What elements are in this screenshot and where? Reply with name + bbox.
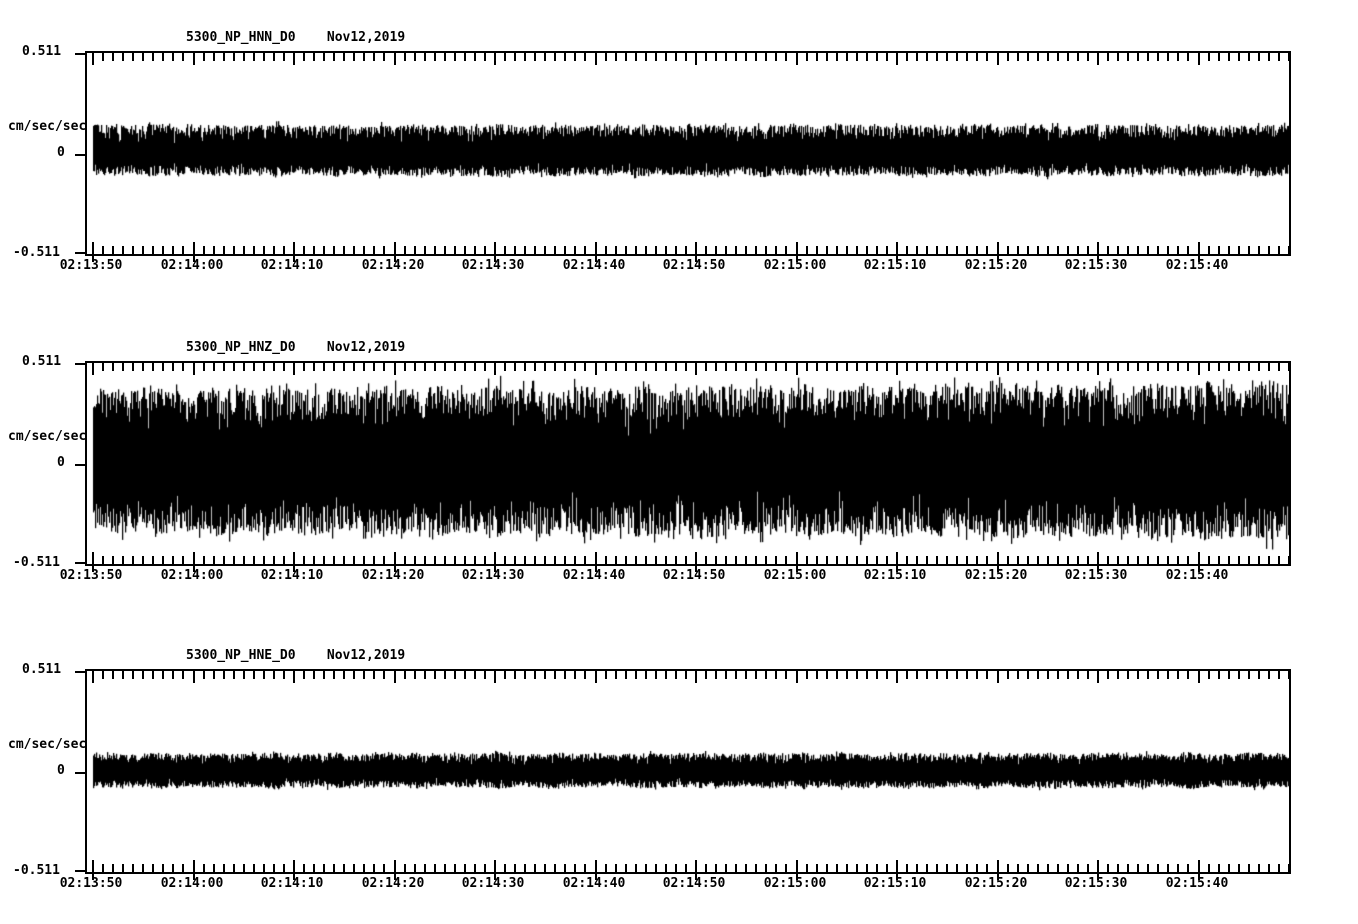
x-tick-label: 02:14:10 [260,258,324,273]
x-tick-label: 02:15:30 [1064,568,1128,583]
x-tick-label: 02:14:50 [662,568,726,583]
x-tick-label: 02:14:50 [662,258,726,273]
x-tick-label: 02:15:40 [1165,258,1229,273]
x-tick-label: 02:14:00 [160,258,224,273]
seismogram-panel-hnn: 5300_NP_HNN_D0 Nov12,2019 0.511 cm/sec/s… [0,0,1358,300]
x-tick-label: 02:15:10 [863,258,927,273]
y-axis-units-label: cm/sec/sec [8,737,87,752]
x-tick-label: 02:15:20 [964,258,1028,273]
x-axis-labels-hne: 02:13:50 02:14:00 02:14:10 02:14:20 02:14:30… [0,876,1358,896]
y-axis-max-label: 0.511 [22,662,62,677]
y-axis-max-label: 0.511 [22,354,62,369]
y-tick-major [75,562,87,564]
y-tick-major [75,772,87,774]
x-tick-label: 02:14:40 [562,876,626,891]
x-tick-label: 02:15:30 [1064,258,1128,273]
x-tick-label: 02:13:50 [59,876,123,891]
waveform-trace-hne [87,671,1289,872]
y-axis-max-label: 0.511 [22,44,62,59]
x-tick-label: 02:14:00 [160,568,224,583]
x-tick-label: 02:15:40 [1165,876,1229,891]
panel-title-hnz: 5300_NP_HNZ_D0 Nov12,2019 [186,340,406,355]
y-tick-major [75,870,87,872]
y-axis-min-label: -0.511 [13,863,60,878]
x-tick-label: 02:14:50 [662,876,726,891]
plot-frame-hnz [75,361,1291,572]
x-tick-label: 02:14:30 [461,258,525,273]
x-tick-label: 02:15:10 [863,568,927,583]
x-tick-label: 02:14:40 [562,258,626,273]
y-axis-min-label: -0.511 [13,555,60,570]
seismogram-panel-hne: 5300_NP_HNE_D0 Nov12,2019 0.511 cm/sec/s… [0,618,1358,918]
x-tick-label: 02:14:30 [461,568,525,583]
x-tick-label: 02:14:40 [562,568,626,583]
x-tick-label: 02:15:40 [1165,568,1229,583]
panel-title-hne: 5300_NP_HNE_D0 Nov12,2019 [186,648,406,663]
plot-frame-hnn [75,51,1291,262]
x-tick-label: 02:15:10 [863,876,927,891]
x-tick-label: 02:14:30 [461,876,525,891]
x-tick-label: 02:14:20 [361,258,425,273]
plot-frame-hne [75,669,1291,880]
y-axis-units-label: cm/sec/sec [8,429,87,444]
x-tick-label: 02:14:20 [361,568,425,583]
y-tick-major [75,252,87,254]
x-tick-label: 02:14:10 [260,876,324,891]
waveform-trace-hnn [87,53,1289,254]
x-tick-label: 02:15:20 [964,876,1028,891]
y-tick-major [75,464,87,466]
x-tick-label: 02:15:30 [1064,876,1128,891]
x-tick-label: 02:13:50 [59,568,123,583]
x-tick-label: 02:15:00 [763,876,827,891]
x-axis-labels-hnn: 02:13:50 02:14:00 02:14:10 02:14:20 02:14:30… [0,258,1358,278]
x-tick-label: 02:15:00 [763,258,827,273]
y-tick-major [75,53,87,55]
x-tick-label: 02:14:00 [160,876,224,891]
y-tick-major [75,154,87,156]
x-tick-label: 02:15:00 [763,568,827,583]
y-axis-zero-label: 0 [57,145,65,160]
x-tick-label: 02:13:50 [59,258,123,273]
waveform-trace-hnz [87,363,1289,564]
y-axis-zero-label: 0 [57,455,65,470]
y-axis-min-label: -0.511 [13,245,60,260]
y-tick-major [75,363,87,365]
x-tick-label: 02:15:20 [964,568,1028,583]
seismogram-panel-hnz: 5300_NP_HNZ_D0 Nov12,2019 0.511 cm/sec/s… [0,310,1358,610]
x-axis-labels-hnz: 02:13:50 02:14:00 02:14:10 02:14:20 02:14:30… [0,568,1358,588]
panel-title-hnn: 5300_NP_HNN_D0 Nov12,2019 [186,30,406,45]
y-axis-units-label: cm/sec/sec [8,119,87,134]
x-tick-label: 02:14:20 [361,876,425,891]
x-tick-label: 02:14:10 [260,568,324,583]
y-tick-major [75,671,87,673]
y-axis-zero-label: 0 [57,763,65,778]
